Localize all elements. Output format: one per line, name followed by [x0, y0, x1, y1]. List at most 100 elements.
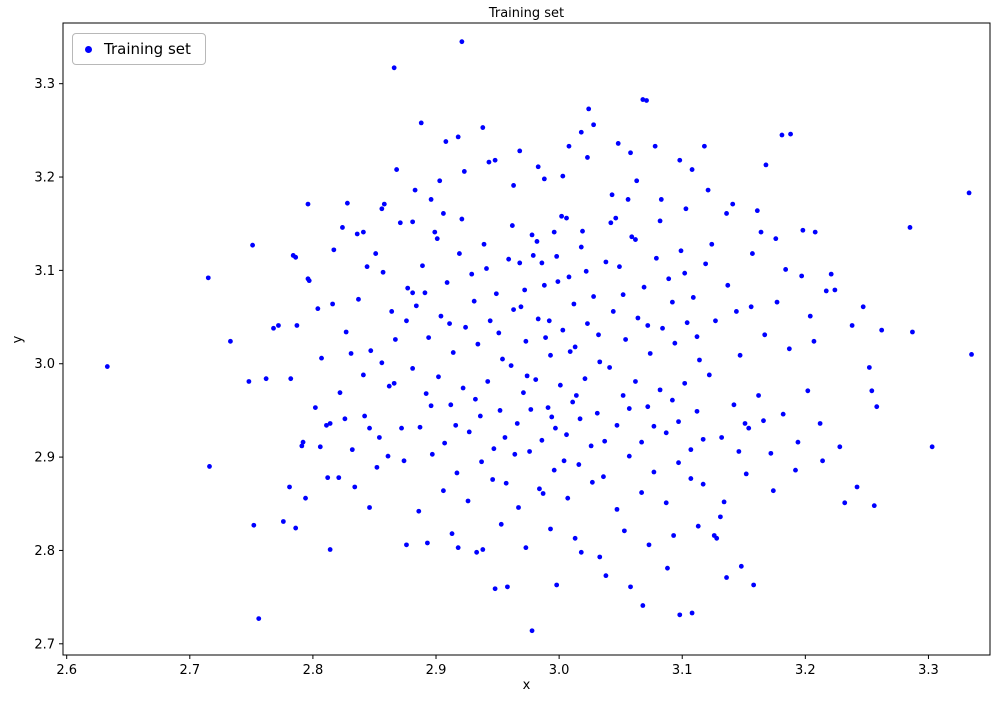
- data-point: [551, 229, 557, 235]
- data-point: [700, 481, 706, 487]
- data-point: [385, 453, 391, 459]
- data-point: [497, 408, 503, 413]
- data-point: [566, 143, 572, 149]
- data-point: [572, 344, 578, 350]
- data-point: [705, 187, 711, 193]
- data-point: [703, 261, 709, 267]
- data-point: [807, 313, 813, 319]
- data-point: [434, 236, 440, 242]
- data-point: [503, 480, 509, 486]
- data-point: [625, 197, 631, 202]
- data-point: [492, 586, 498, 592]
- data-point: [471, 298, 477, 304]
- data-point: [517, 148, 523, 154]
- data-point: [583, 268, 589, 274]
- data-point: [551, 467, 557, 473]
- data-point: [738, 563, 744, 569]
- data-point: [205, 275, 211, 281]
- data-point: [603, 259, 609, 265]
- data-point: [682, 270, 688, 276]
- x-tick-label: 2.6: [56, 663, 77, 678]
- data-point: [854, 484, 860, 490]
- data-point: [640, 97, 646, 102]
- data-point: [397, 220, 403, 226]
- axes-spines: [62, 22, 991, 656]
- data-point: [588, 443, 594, 449]
- data-point: [330, 301, 336, 307]
- data-point: [713, 318, 718, 324]
- data-point: [597, 554, 603, 560]
- data-point: [758, 229, 764, 235]
- data-point: [354, 231, 360, 237]
- data-point: [795, 439, 801, 445]
- data-point: [496, 330, 502, 336]
- data-point: [849, 323, 855, 328]
- data-point: [706, 372, 712, 378]
- data-point: [677, 157, 683, 163]
- data-point: [492, 157, 498, 163]
- data-point: [615, 141, 621, 146]
- data-point: [589, 479, 595, 485]
- data-point: [788, 131, 793, 137]
- data-point: [660, 325, 665, 331]
- data-point: [874, 404, 880, 410]
- data-point: [690, 295, 696, 300]
- data-point: [381, 201, 387, 207]
- data-point: [368, 348, 374, 354]
- data-point: [724, 211, 729, 216]
- data-point: [490, 477, 496, 482]
- data-point: [548, 526, 553, 532]
- data-point: [428, 403, 434, 409]
- data-point: [405, 285, 411, 291]
- data-point: [364, 264, 370, 270]
- data-point: [614, 422, 620, 428]
- data-point: [754, 208, 760, 214]
- data-point: [541, 176, 547, 182]
- data-point: [694, 334, 700, 340]
- data-point: [610, 309, 616, 314]
- data-point: [597, 359, 603, 365]
- data-point: [399, 425, 404, 431]
- data-point: [721, 499, 727, 505]
- data-point: [349, 447, 355, 453]
- data-point: [566, 274, 572, 280]
- data-point: [614, 506, 620, 512]
- data-point: [502, 435, 508, 440]
- data-point: [228, 338, 233, 344]
- data-point: [337, 390, 343, 396]
- data-point: [564, 215, 569, 221]
- data-point: [509, 223, 515, 228]
- data-point: [594, 410, 600, 416]
- data-point: [645, 404, 651, 410]
- y-tick-label: 2.8: [34, 544, 55, 559]
- data-point: [533, 377, 539, 383]
- data-point: [263, 376, 269, 382]
- data-point: [554, 253, 560, 259]
- data-point: [695, 523, 701, 529]
- x-tick-label: 3.2: [795, 663, 816, 678]
- data-point: [736, 449, 742, 454]
- data-point: [315, 306, 321, 312]
- y-tick-label: 2.9: [34, 451, 55, 466]
- x-tick-label: 3.3: [918, 663, 939, 678]
- data-point: [646, 542, 652, 548]
- data-point: [412, 187, 418, 193]
- data-point: [626, 406, 632, 411]
- data-point: [373, 251, 379, 256]
- data-point: [207, 464, 212, 469]
- data-point: [523, 338, 529, 344]
- data-point: [658, 197, 664, 202]
- data-point: [516, 505, 521, 510]
- data-point: [669, 299, 675, 305]
- data-point: [820, 458, 825, 464]
- data-point: [578, 549, 584, 555]
- data-point: [688, 476, 694, 481]
- data-point: [773, 236, 779, 242]
- data-point: [441, 211, 446, 216]
- data-point: [360, 229, 366, 235]
- data-point: [410, 219, 416, 225]
- data-point: [641, 284, 647, 290]
- x-tick-label: 2.7: [179, 663, 200, 678]
- data-point: [524, 373, 530, 379]
- data-point: [688, 447, 694, 453]
